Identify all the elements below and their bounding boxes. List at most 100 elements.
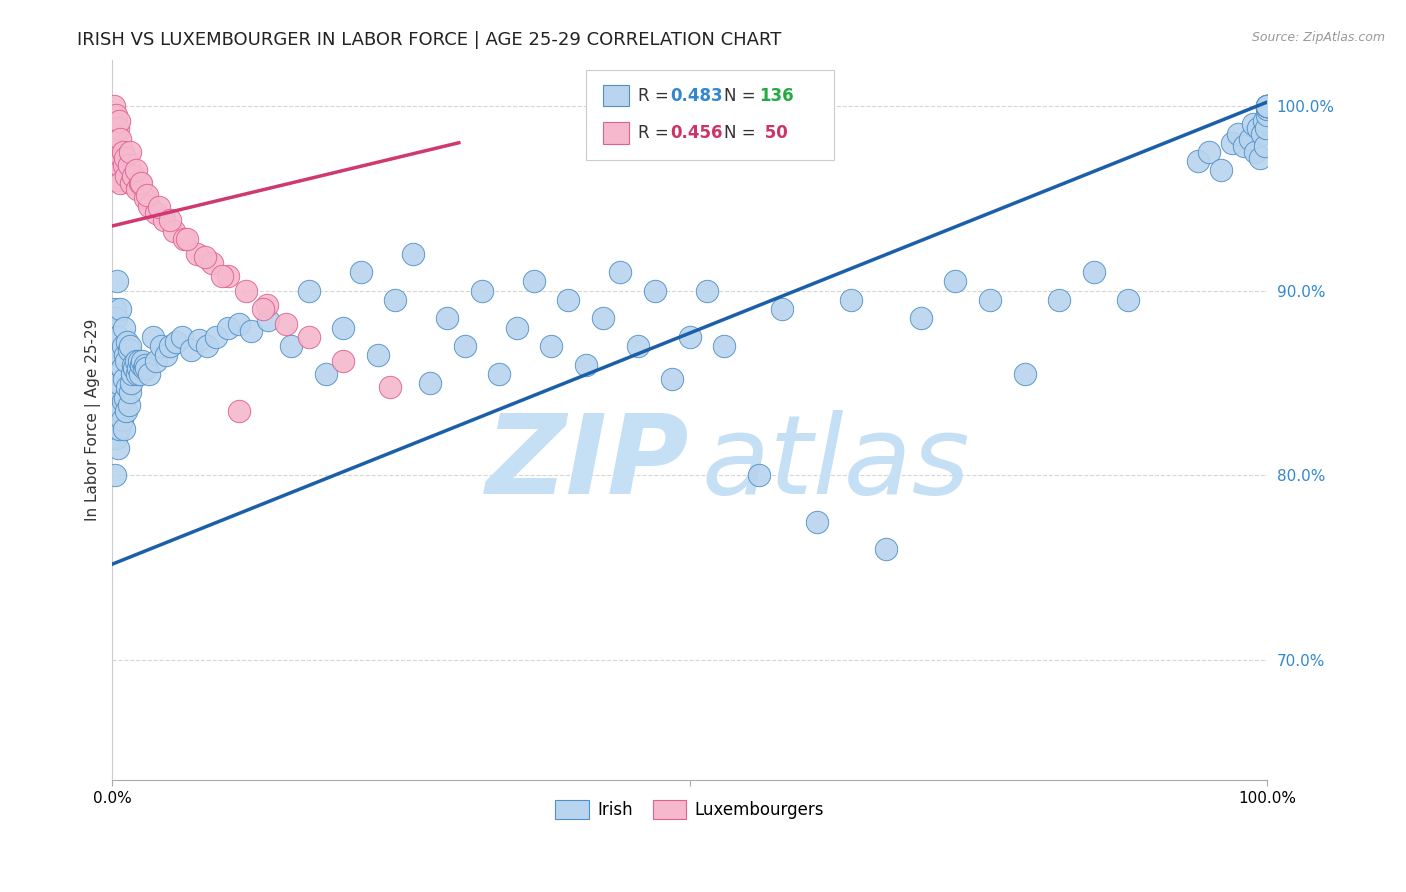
Point: [239, 324, 262, 338]
Point: [107, 172, 129, 186]
Point: [315, 367, 337, 381]
Point: [1256, 99, 1278, 113]
Point: [132, 361, 155, 376]
Bar: [603, 85, 628, 106]
Point: [105, 394, 128, 409]
Point: [114, 391, 136, 405]
Point: [129, 367, 152, 381]
Point: [104, 301, 127, 316]
Point: [770, 301, 793, 316]
Point: [176, 232, 198, 246]
Point: [122, 358, 145, 372]
Point: [1222, 136, 1244, 150]
Point: [120, 177, 142, 191]
Point: [112, 320, 135, 334]
Point: [118, 339, 141, 353]
Point: [105, 274, 128, 288]
Text: N =: N =: [724, 87, 761, 104]
Point: [211, 268, 233, 283]
Point: [111, 339, 134, 353]
Point: [107, 330, 129, 344]
Point: [149, 339, 172, 353]
Point: [115, 354, 138, 368]
Point: [108, 422, 131, 436]
Point: [110, 348, 132, 362]
Point: [332, 354, 354, 368]
Point: [104, 367, 127, 381]
Point: [159, 339, 181, 353]
Point: [165, 335, 187, 350]
Text: IRISH VS LUXEMBOURGER IN LABOR FORCE | AGE 25-29 CORRELATION CHART: IRISH VS LUXEMBOURGER IN LABOR FORCE | A…: [77, 31, 782, 49]
Point: [138, 198, 160, 212]
Point: [131, 354, 153, 368]
Point: [107, 441, 129, 455]
Point: [148, 201, 170, 215]
Point: [627, 339, 650, 353]
Point: [136, 187, 159, 202]
Point: [505, 320, 527, 334]
Point: [644, 284, 666, 298]
Point: [1198, 145, 1220, 159]
Point: [112, 158, 135, 172]
Point: [274, 317, 297, 331]
Point: [124, 354, 146, 368]
Point: [107, 376, 129, 390]
Point: [125, 182, 148, 196]
Point: [713, 339, 735, 353]
Point: [115, 169, 138, 183]
Text: 0.483: 0.483: [671, 87, 723, 104]
Point: [252, 301, 274, 316]
Point: [104, 358, 127, 372]
Point: [155, 348, 177, 362]
Point: [129, 177, 152, 191]
Point: [104, 154, 127, 169]
Point: [1118, 293, 1140, 307]
Point: [378, 380, 401, 394]
Point: [108, 158, 131, 172]
Point: [105, 127, 128, 141]
Point: [111, 394, 134, 409]
Point: [195, 339, 218, 353]
Point: [117, 158, 139, 172]
Point: [401, 246, 423, 260]
Point: [134, 358, 156, 372]
Y-axis label: In Labor Force | Age 25-29: In Labor Force | Age 25-29: [86, 318, 101, 521]
Point: [205, 330, 228, 344]
Point: [138, 367, 160, 381]
Point: [1256, 99, 1278, 113]
Point: [186, 246, 208, 260]
Point: [124, 163, 146, 178]
Bar: [603, 122, 628, 144]
Point: [127, 361, 149, 376]
Point: [453, 339, 475, 353]
Point: [1244, 145, 1267, 159]
Point: [110, 301, 132, 316]
Point: [110, 403, 132, 417]
Point: [107, 120, 129, 135]
Text: R =: R =: [638, 124, 673, 142]
Point: [118, 385, 141, 400]
Point: [1254, 120, 1277, 135]
Point: [1014, 367, 1036, 381]
Point: [128, 354, 150, 368]
Point: [103, 136, 125, 150]
Point: [188, 334, 211, 348]
Point: [228, 317, 250, 331]
Point: [117, 335, 139, 350]
Point: [436, 311, 458, 326]
Point: [748, 468, 770, 483]
Point: [235, 284, 257, 298]
Point: [112, 422, 135, 436]
Point: [103, 339, 125, 353]
Point: [523, 274, 546, 288]
Point: [298, 284, 321, 298]
Point: [103, 394, 125, 409]
Point: [114, 151, 136, 165]
Point: [145, 206, 167, 220]
Point: [1233, 139, 1256, 153]
Point: [298, 330, 321, 344]
Text: 0.456: 0.456: [671, 124, 723, 142]
Point: [419, 376, 441, 390]
Point: [1187, 154, 1209, 169]
Point: [1227, 127, 1250, 141]
